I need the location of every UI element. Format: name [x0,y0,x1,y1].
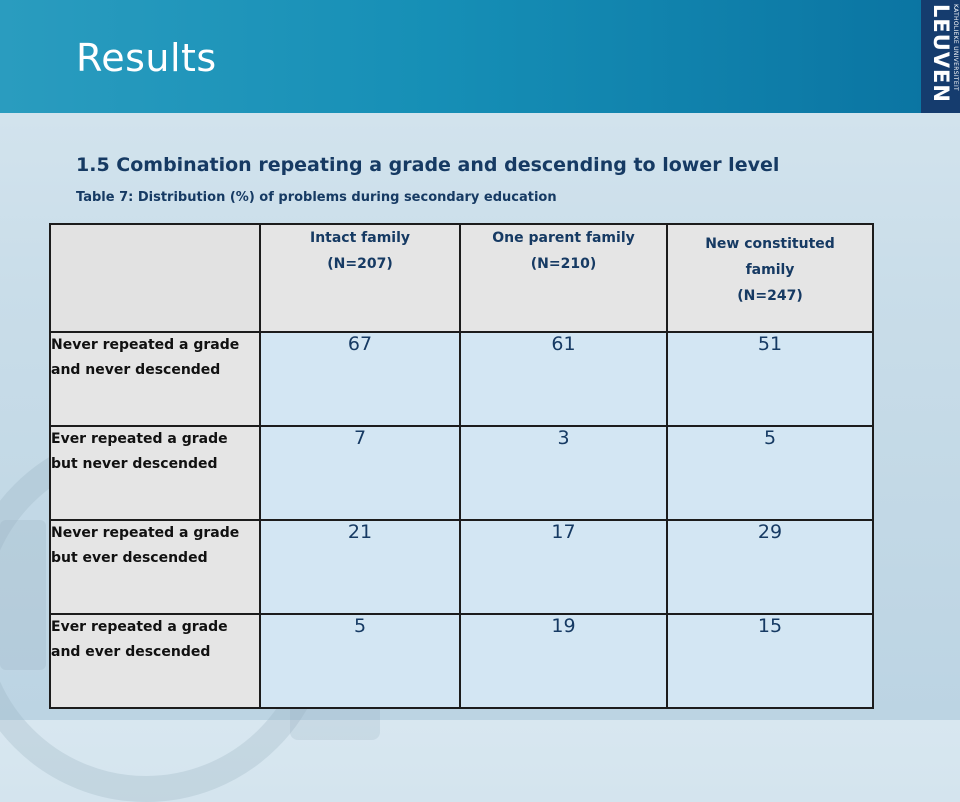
table-cell: 21 [259,519,461,615]
column-sample-size: (N=210) [530,256,597,272]
column-sample-size: (N=207) [327,256,393,272]
section-subtitle: 1.5 Combination repeating a grade and de… [76,154,780,176]
table-cell: 19 [459,613,668,709]
slide-title: Results [76,36,217,80]
row-label: Ever repeated a grade but never descende… [49,425,261,521]
table-cell: 5 [259,613,461,709]
table-row: Never repeated a grade and never descend… [49,331,874,427]
table-caption: Table 7: Distribution (%) of problems du… [76,190,557,205]
table-cell: 17 [459,519,668,615]
row-label: Never repeated a grade and never descend… [49,331,261,427]
header-bar: Results KATHOLIEKE UNIVERSITEIT LEUVEN [0,0,960,113]
column-header-one-parent: One parent family (N=210) [459,223,668,333]
table-header-row: Intact family (N=207) One parent family … [49,223,874,333]
table-cell: 61 [459,331,668,427]
column-label: Intact family [309,230,411,246]
row-label: Ever repeated a grade and ever descended [49,613,261,709]
university-logo: KATHOLIEKE UNIVERSITEIT LEUVEN [921,0,960,113]
table-corner-cell [49,223,261,333]
logo-lettering: KATHOLIEKE UNIVERSITEIT LEUVEN [929,4,959,103]
column-header-new-constituted: New constituted family (N=247) [666,223,874,333]
table-cell: 5 [666,425,874,521]
logo-big-text: LEUVEN [929,4,953,103]
column-sample-size: (N=247) [737,288,803,304]
table-cell: 67 [259,331,461,427]
table-cell: 3 [459,425,668,521]
table-cell: 15 [666,613,874,709]
table-cell: 29 [666,519,874,615]
distribution-table: Intact family (N=207) One parent family … [49,223,874,709]
logo-small-text: KATHOLIEKE UNIVERSITEIT [952,4,959,91]
column-header-intact: Intact family (N=207) [259,223,461,333]
column-label: New constituted family [705,236,835,278]
table-row: Ever repeated a grade but never descende… [49,425,874,521]
column-label: One parent family [492,230,635,246]
background-bar-decoration [0,520,46,670]
row-label: Never repeated a grade but ever descende… [49,519,261,615]
table-row: Ever repeated a grade and ever descended… [49,613,874,709]
table-cell: 51 [666,331,874,427]
table-cell: 7 [259,425,461,521]
table-row: Never repeated a grade but ever descende… [49,519,874,615]
